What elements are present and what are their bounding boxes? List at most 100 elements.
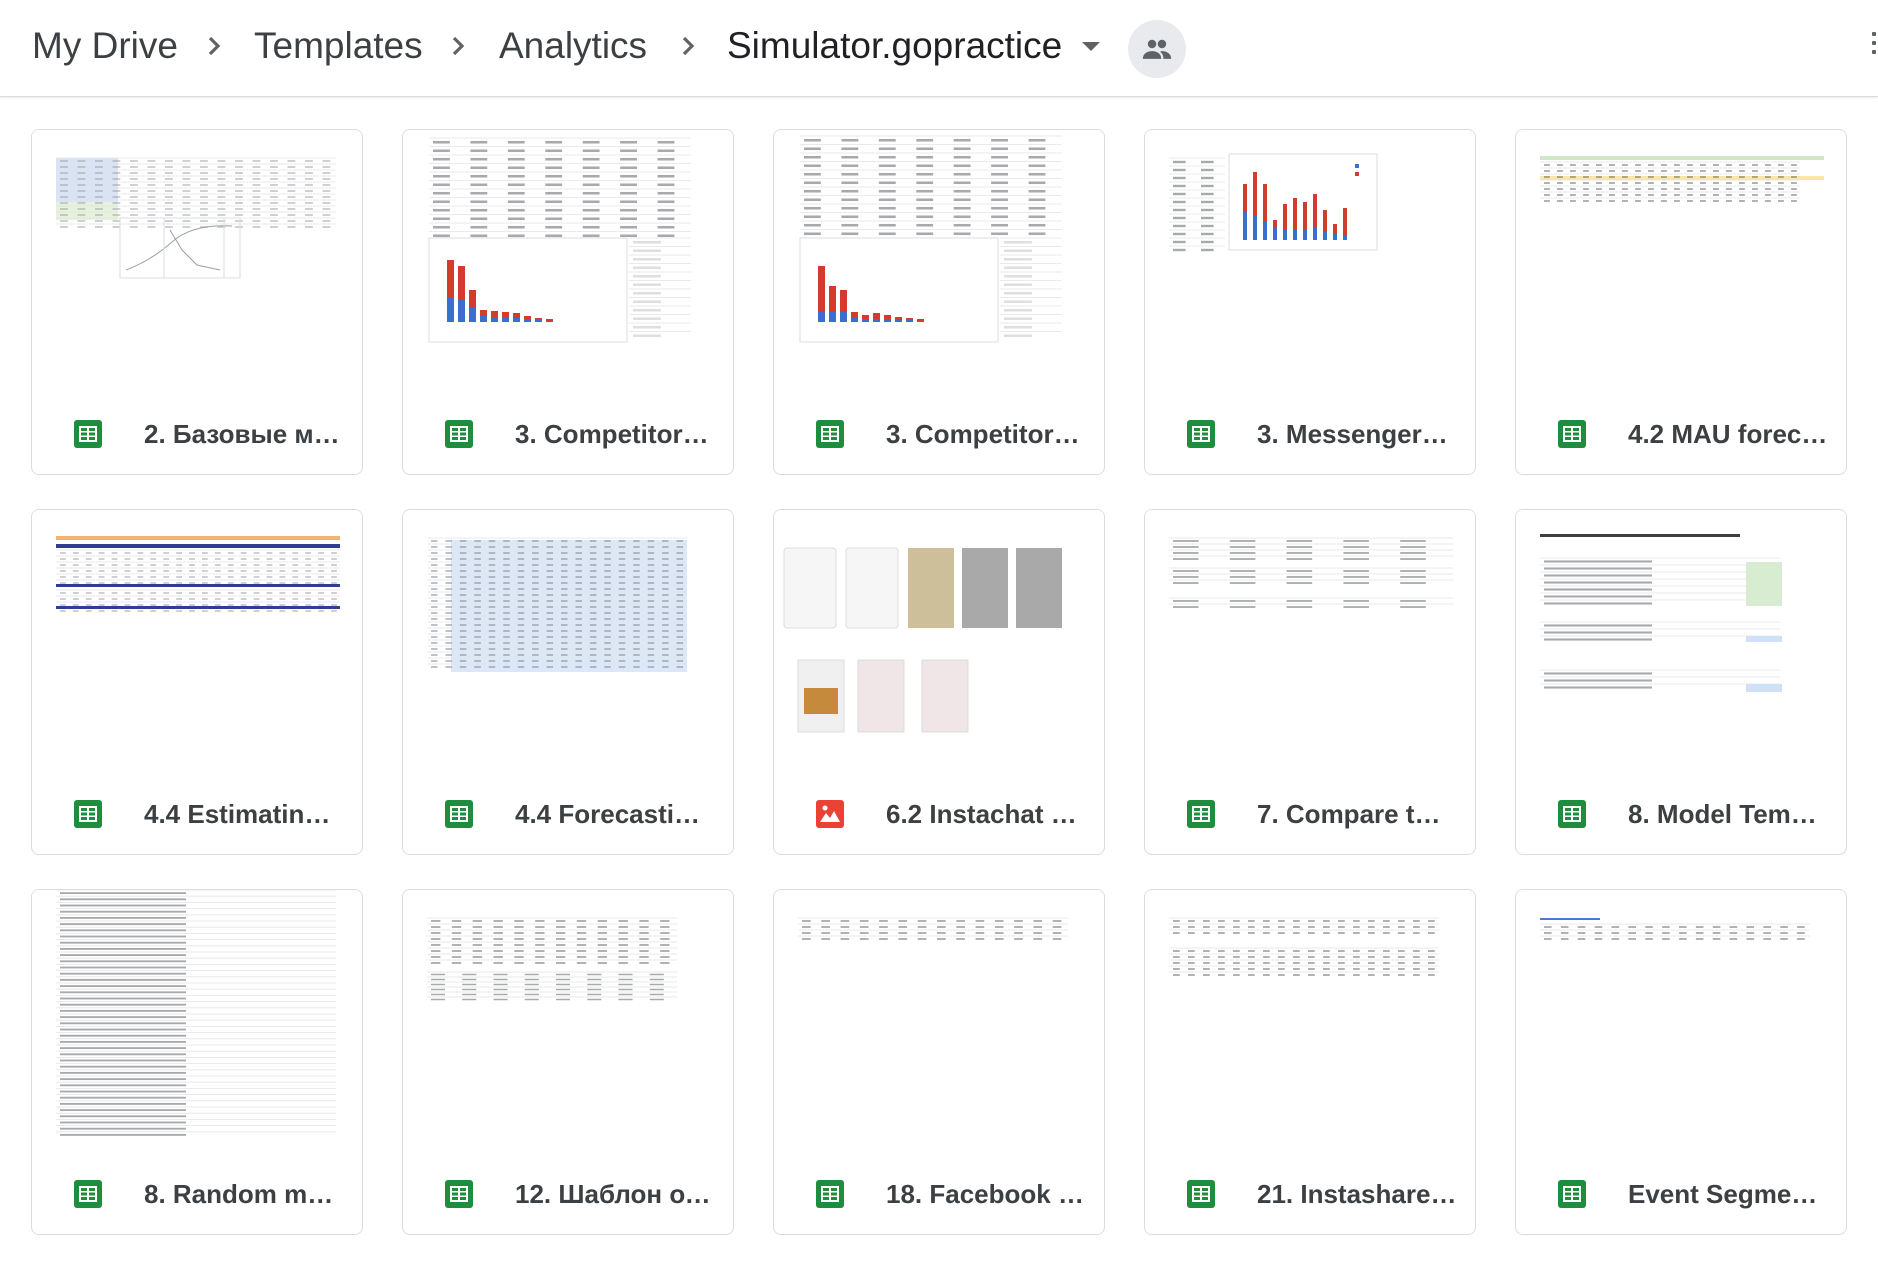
- file-thumbnail: [1145, 130, 1475, 392]
- file-card[interactable]: 2. Базовые м…: [31, 129, 363, 475]
- file-thumbnail: [774, 890, 1104, 1152]
- thumbnail-preview: [1540, 534, 1782, 692]
- slides-image-file-icon: [816, 800, 844, 828]
- thumbnail-preview: [799, 135, 1062, 343]
- file-card[interactable]: 4.4 Forecastin…: [402, 509, 734, 855]
- sheets-file-icon: [74, 800, 102, 828]
- thumbnail-preview: [1540, 156, 1824, 202]
- file-card-footer: 3. Competitors…: [774, 392, 1104, 474]
- file-thumbnail: [403, 130, 733, 392]
- file-name: 8. Model Temp…: [1628, 799, 1828, 829]
- thumbnail-preview: [798, 917, 1068, 940]
- breadcrumb-current-folder[interactable]: Simulator.gopractice: [727, 25, 1063, 66]
- file-name: 3. Competitors…: [515, 419, 715, 449]
- file-card-footer: 18. Facebook …: [774, 1152, 1104, 1234]
- file-name: 3. Messengers…: [1257, 419, 1457, 449]
- thumbnail-preview: [56, 536, 340, 612]
- file-card-footer: Event Segment…: [1516, 1152, 1846, 1234]
- file-name: 12. Шаблон от…: [515, 1179, 715, 1209]
- file-thumbnail: [774, 130, 1104, 392]
- file-thumbnail: [1516, 130, 1846, 392]
- file-card[interactable]: 7. Compare tw…: [1144, 509, 1476, 855]
- sheets-file-icon: [445, 1180, 473, 1208]
- file-card[interactable]: 21. Instashare …: [1144, 889, 1476, 1235]
- chevron-right-icon: [208, 36, 221, 56]
- sheets-file-icon: [1558, 800, 1586, 828]
- file-name: 7. Compare tw…: [1257, 799, 1457, 829]
- sheets-file-icon: [74, 1180, 102, 1208]
- thumbnail-preview: [427, 917, 677, 1001]
- file-name: Event Segment…: [1628, 1179, 1828, 1209]
- breadcrumb-analytics[interactable]: Analytics: [499, 25, 648, 66]
- sheets-file-icon: [1187, 420, 1215, 448]
- file-name: 4.2 MAU forec…: [1628, 419, 1828, 449]
- thumbnail-preview: [1540, 918, 1810, 940]
- file-thumbnail: [32, 890, 362, 1152]
- file-card[interactable]: 8. Model Temp…: [1515, 509, 1847, 855]
- thumbnail-preview: [783, 547, 1062, 733]
- more-options-icon[interactable]: [1872, 32, 1878, 62]
- top-bar: My Drive Templates Analytics Simulator.g…: [0, 0, 1878, 97]
- file-name: 4.4 Estimating …: [144, 799, 344, 829]
- sheets-file-icon: [445, 420, 473, 448]
- file-card[interactable]: 3. Competitors…: [773, 129, 1105, 475]
- sheets-file-icon: [1187, 800, 1215, 828]
- file-thumbnail: [774, 510, 1104, 772]
- file-card-footer: 4.2 MAU forec…: [1516, 392, 1846, 474]
- file-card-footer: 6.2 Instachat U…: [774, 772, 1104, 854]
- caret-down-icon[interactable]: [1078, 36, 1104, 56]
- thumbnail-preview: [1169, 917, 1439, 976]
- file-name: 21. Instashare …: [1257, 1179, 1457, 1209]
- chevron-right-icon: [452, 36, 465, 56]
- file-card-footer: 4.4 Forecastin…: [403, 772, 733, 854]
- shared-folder-button[interactable]: [1128, 20, 1186, 78]
- thumbnail-preview: [1169, 537, 1453, 608]
- file-card[interactable]: Event Segment…: [1515, 889, 1847, 1235]
- breadcrumb-templates[interactable]: Templates: [254, 25, 423, 66]
- sheets-file-icon: [816, 1180, 844, 1208]
- file-thumbnail: [1145, 890, 1475, 1152]
- file-card-footer: 8. Random me…: [32, 1152, 362, 1234]
- sheets-file-icon: [816, 420, 844, 448]
- file-card[interactable]: 8. Random me…: [31, 889, 363, 1235]
- file-card-footer: 12. Шаблон от…: [403, 1152, 733, 1234]
- sheets-file-icon: [445, 800, 473, 828]
- file-card[interactable]: 4.2 MAU forec…: [1515, 129, 1847, 475]
- thumbnail-preview: [56, 890, 336, 1136]
- file-card[interactable]: 18. Facebook …: [773, 889, 1105, 1235]
- file-name: 4.4 Forecastin…: [515, 799, 715, 829]
- file-name: 18. Facebook …: [886, 1179, 1084, 1209]
- file-thumbnail: [1516, 510, 1846, 772]
- sheets-file-icon: [1558, 1180, 1586, 1208]
- file-card-footer: 3. Competitors…: [403, 392, 733, 474]
- shared-people-icon: [1142, 39, 1172, 59]
- file-card-footer: 4.4 Estimating …: [32, 772, 362, 854]
- file-card[interactable]: 12. Шаблон от…: [402, 889, 734, 1235]
- sheets-file-icon: [1558, 420, 1586, 448]
- sheets-file-icon: [74, 420, 102, 448]
- file-name: 2. Базовые м…: [144, 419, 340, 449]
- chevron-right-icon: [682, 36, 695, 56]
- file-thumbnail: [32, 130, 362, 392]
- file-name: 3. Competitors…: [886, 419, 1086, 449]
- file-thumbnail: [1516, 890, 1846, 1152]
- file-card[interactable]: 6.2 Instachat U…: [773, 509, 1105, 855]
- file-card[interactable]: 4.4 Estimating …: [31, 509, 363, 855]
- thumbnail-preview: [56, 157, 336, 279]
- sheets-file-icon: [1187, 1180, 1215, 1208]
- file-card-footer: 2. Базовые м…: [32, 392, 362, 474]
- file-card-footer: 3. Messengers…: [1145, 392, 1475, 474]
- thumbnail-preview: [1169, 153, 1378, 252]
- file-card[interactable]: 3. Competitors…: [402, 129, 734, 475]
- file-card-footer: 21. Instashare …: [1145, 1152, 1475, 1234]
- file-thumbnail: [1145, 510, 1475, 772]
- file-name: 6.2 Instachat U…: [886, 799, 1086, 829]
- breadcrumb-my-drive[interactable]: My Drive: [32, 25, 178, 66]
- thumbnail-preview: [427, 537, 687, 672]
- thumbnail-preview: [428, 137, 691, 343]
- file-thumbnail: [403, 890, 733, 1152]
- file-card[interactable]: 3. Messengers…: [1144, 129, 1476, 475]
- file-name: 8. Random me…: [144, 1179, 344, 1209]
- file-thumbnail: [32, 510, 362, 772]
- file-card-footer: 7. Compare tw…: [1145, 772, 1475, 854]
